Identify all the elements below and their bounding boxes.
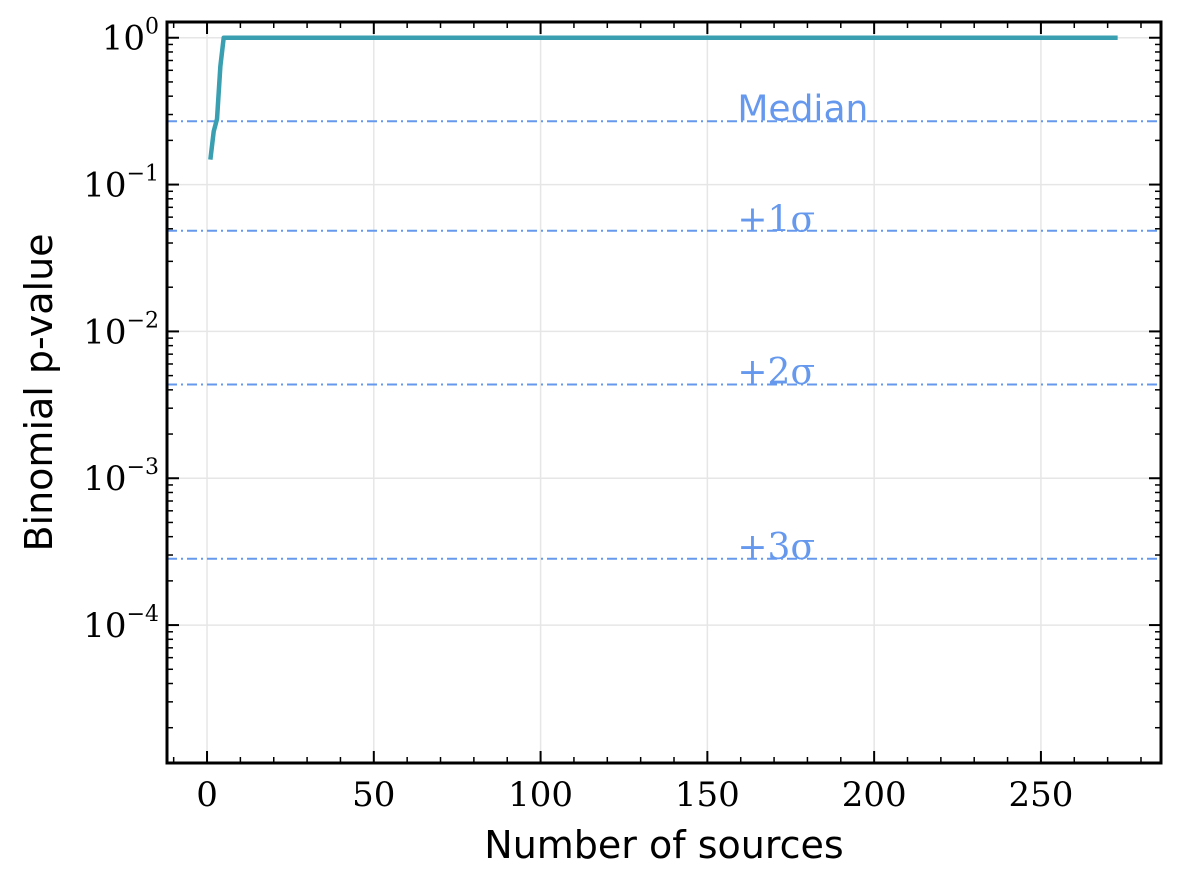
x-tick-label: 150: [675, 775, 740, 815]
y-tick-label: 100: [102, 15, 159, 59]
grid-lines: [167, 22, 1161, 763]
reference-label: +3σ: [737, 527, 815, 568]
x-tick-label: 50: [352, 775, 395, 815]
x-tick-label: 250: [1008, 775, 1073, 815]
y-axis-label: Binomial p-value: [17, 233, 61, 551]
reference-label: +1σ: [737, 199, 815, 240]
reference-lines: [167, 120, 1161, 560]
y-tick-label: 10−4: [83, 602, 159, 646]
x-tick-label: 0: [196, 775, 218, 815]
y-tick-labels: 10−4 10−3 10−2 10−1 100: [83, 15, 159, 646]
y-tick-label: 10−2: [83, 308, 159, 352]
reference-labels: Median +1σ +2σ +3σ: [737, 88, 868, 568]
reference-label: +2σ: [737, 352, 815, 393]
axis-ticks: [167, 22, 1161, 763]
series-line: [208, 35, 1118, 160]
y-tick-label: 10−3: [83, 455, 159, 499]
data-series: [208, 35, 1118, 160]
x-tick-label: 100: [508, 775, 573, 815]
x-tick-label: 200: [842, 775, 907, 815]
y-tick-label: 10−1: [83, 162, 159, 206]
plot-frame: [165, 20, 1163, 765]
x-axis-label: Number of sources: [484, 823, 843, 867]
x-tick-labels: 0 50 100 150 200 250: [196, 775, 1073, 815]
reference-label: Median: [737, 88, 868, 129]
